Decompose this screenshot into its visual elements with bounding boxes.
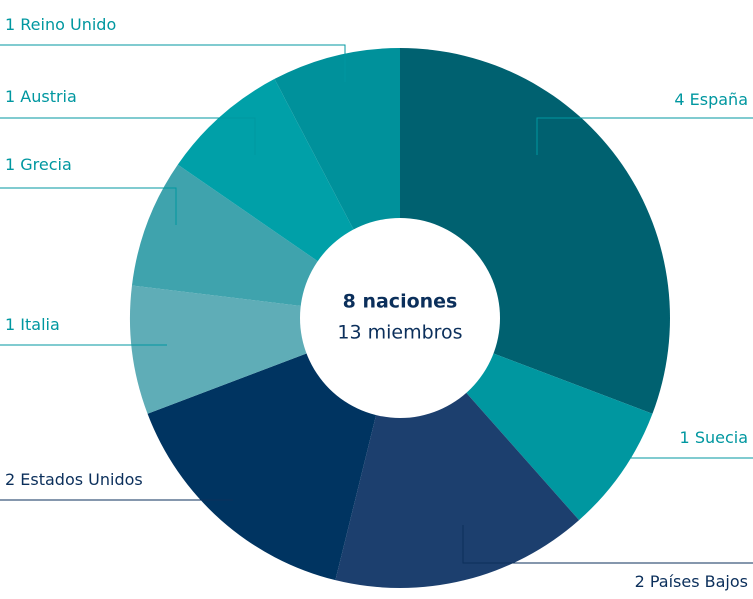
- slice-name: Estados Unidos: [20, 470, 142, 489]
- slice-value: 1: [680, 428, 690, 447]
- slice-label: 1 Grecia: [5, 155, 72, 174]
- slice-value: 2: [635, 572, 645, 591]
- slice-name: Reino Unido: [20, 15, 116, 34]
- slice-label: 2 Países Bajos: [635, 572, 748, 591]
- slice-label: 4 España: [674, 90, 748, 109]
- slice-name: Italia: [20, 315, 60, 334]
- leader-line: [536, 117, 753, 155]
- slice-value: 1: [5, 87, 15, 106]
- slice-value: 1: [5, 155, 15, 174]
- slice-value: 2: [5, 470, 15, 489]
- slice-label: 1 Reino Unido: [5, 15, 116, 34]
- slice-label: 2 Estados Unidos: [5, 470, 143, 489]
- leader-line: [0, 187, 177, 225]
- slice-label: 1 Italia: [5, 315, 60, 334]
- slice-label: 1 Suecia: [680, 428, 748, 447]
- slice-value: 1: [5, 315, 15, 334]
- slice-value: 1: [5, 15, 15, 34]
- slice-name: España: [690, 90, 748, 109]
- slice-name: Suecia: [695, 428, 748, 447]
- slice-name: Grecia: [20, 155, 72, 174]
- slice-label: 1 Austria: [5, 87, 77, 106]
- donut-hole: [300, 218, 500, 418]
- leader-line: [0, 117, 256, 155]
- slice-name: Austria: [20, 87, 77, 106]
- center-title: 8 naciones: [343, 291, 458, 313]
- leader-line: [0, 44, 346, 82]
- slice-name: Países Bajos: [650, 572, 748, 591]
- slice-value: 4: [674, 90, 684, 109]
- center-subtitle: 13 miembros: [337, 322, 462, 344]
- leader-line: [462, 525, 753, 564]
